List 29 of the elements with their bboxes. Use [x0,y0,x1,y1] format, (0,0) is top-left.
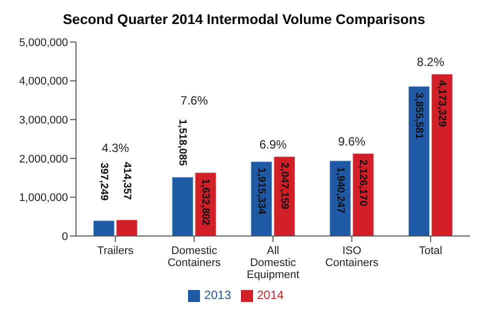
data-label: 414,357 [120,162,133,200]
x-tick-label: Total [418,244,442,257]
data-label: 4,173,329 [436,80,448,127]
data-label: 1,940,247 [334,166,346,214]
data-label: 1,632,802 [200,178,212,226]
y-tick-label: 0 [62,230,68,243]
data-label: 2,047,159 [278,162,290,210]
x-tick-label: ISO Containers [325,244,379,269]
y-tick-label: 3,000,000 [19,114,68,127]
data-label: 2,126,170 [357,160,370,206]
data-label: 1,915,334 [255,168,268,215]
annotation: 7.6% [180,94,208,108]
data-label: 1,518,085 [176,119,189,166]
y-tick-label: 5,000,000 [19,36,68,49]
x-tick-label: Domestic Containers [168,244,222,269]
annotation: 9.6% [338,134,366,149]
legend-label: 2014 [257,288,284,302]
annotation: 6.9% [259,138,287,152]
x-tick-label: All Domestic Equipment [246,244,300,281]
y-tick-label: 2,000,000 [19,153,68,166]
annotation: 4.3% [102,140,130,155]
data-label: 3,855,581 [413,92,426,140]
data-label: 397,249 [98,162,110,201]
legend-label: 2013 [204,288,231,302]
annotation: 8.2% [416,55,445,70]
y-tick-label: 4,000,000 [19,76,68,88]
y-tick-label: 1,000,000 [19,192,68,204]
chart-title: Second Quarter 2014 Intermodal Volume Comparisons [62,10,426,29]
x-tick-label: Trailers [97,244,134,257]
